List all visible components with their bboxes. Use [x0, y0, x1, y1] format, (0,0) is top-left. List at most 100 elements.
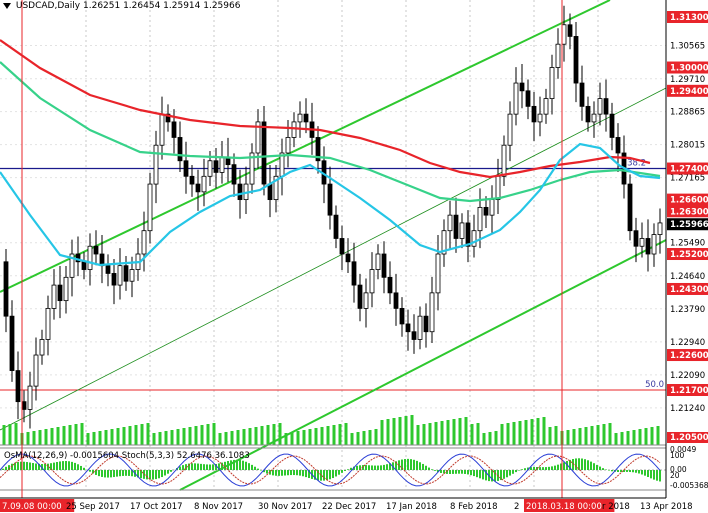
osma-bar — [233, 459, 235, 470]
volume-bar — [476, 423, 480, 445]
osma-bar — [374, 465, 376, 470]
candle-body — [165, 113, 171, 123]
osma-bar — [287, 470, 289, 476]
volume-bar — [146, 423, 150, 445]
candle-body — [339, 238, 345, 255]
osma-bar — [647, 470, 649, 478]
osma-bar — [221, 462, 223, 470]
candle-body — [567, 24, 573, 37]
candle-body — [507, 113, 513, 146]
candle-body — [393, 292, 399, 309]
osma-bar — [56, 461, 58, 470]
osma-bar — [593, 463, 595, 470]
symbol-label: USDCAD,Daily — [15, 1, 81, 11]
osma-bar — [368, 465, 370, 470]
osma-bar — [17, 462, 19, 470]
osma-bar — [659, 470, 661, 482]
osma-bar — [527, 467, 529, 470]
price-level-label: 1.22600 — [670, 351, 708, 361]
candle-body — [285, 137, 291, 154]
osma-bar — [434, 470, 436, 471]
osma-bar — [653, 470, 655, 480]
osma-bar — [209, 464, 211, 470]
volume-bar — [260, 426, 264, 445]
volume-bar — [458, 418, 462, 445]
candle-body — [237, 183, 243, 201]
osma-bar — [83, 467, 85, 470]
osma-bar — [506, 470, 508, 478]
volume-bar — [164, 431, 168, 445]
candle-body — [633, 230, 639, 247]
osma-bar — [146, 470, 148, 480]
osma-bar — [365, 465, 367, 470]
osma-bar — [5, 466, 7, 470]
osma-bar — [542, 467, 544, 470]
time-tick-label: 8 Feb 2018 — [450, 502, 498, 512]
osma-bar — [179, 466, 181, 470]
candle-body — [417, 315, 423, 340]
volume-bar — [344, 423, 348, 445]
volume-bar — [374, 429, 378, 445]
osma-bar — [407, 458, 409, 470]
volume-bar — [314, 428, 318, 445]
volume-bar — [464, 417, 468, 445]
osma-bar — [410, 459, 412, 470]
candle-body — [441, 230, 447, 255]
volume-bar — [380, 420, 384, 445]
volume-bar — [620, 432, 624, 445]
ema-144-line — [0, 61, 661, 203]
volume-bar — [650, 427, 654, 445]
price-level-box — [667, 84, 708, 97]
candle-body — [327, 183, 333, 216]
volume-bar — [128, 426, 132, 445]
osma-bar — [569, 459, 571, 470]
candle-body — [45, 308, 51, 340]
osma-bar — [515, 470, 517, 473]
volume-bar — [56, 427, 60, 445]
price-level-label: 1.26300 — [670, 207, 708, 217]
candle-body — [411, 331, 417, 340]
candle-body — [513, 82, 519, 115]
candle-body — [33, 354, 39, 387]
candle-body — [93, 245, 99, 255]
osma-bar — [62, 461, 64, 470]
volume-histogram — [0, 415, 666, 446]
osma-bar — [578, 458, 580, 470]
indicator-axis-label: 20 — [670, 471, 680, 480]
price-level-label: 1.21700 — [670, 386, 708, 396]
volume-bar — [494, 431, 498, 445]
osma-bar — [32, 463, 34, 470]
osma-bar — [467, 470, 469, 475]
osma-bar — [218, 463, 220, 470]
volume-bar — [122, 427, 126, 445]
osma-bar — [413, 459, 415, 470]
volume-bar — [200, 425, 204, 445]
osma-bar — [251, 464, 253, 470]
chevron-down-icon[interactable] — [3, 2, 11, 9]
volume-bar — [530, 419, 534, 445]
osma-bar — [323, 470, 325, 481]
channel-mid-line — [0, 87, 667, 431]
osma-bar — [290, 470, 292, 476]
osma-bar — [341, 470, 343, 473]
volume-bar — [62, 426, 66, 445]
osma-bar — [485, 470, 487, 481]
osma-bar — [419, 462, 421, 470]
candle-body — [651, 234, 657, 255]
volume-bar — [614, 433, 618, 445]
osma-bar — [437, 470, 439, 473]
volume-bar — [518, 421, 522, 445]
candle-body — [657, 222, 663, 235]
volume-bar — [188, 427, 192, 445]
candle-body — [501, 144, 507, 177]
osma-bar — [605, 469, 607, 470]
osma-bar — [35, 463, 37, 470]
price-tick-label: 1.28015 — [670, 141, 705, 151]
osma-bar — [20, 461, 22, 470]
candle-body — [585, 105, 591, 123]
osma-bar — [473, 470, 475, 477]
osma-bar — [608, 470, 610, 471]
indicator-axis-label: -0.005368 — [670, 481, 708, 490]
osma-bar — [227, 461, 229, 470]
